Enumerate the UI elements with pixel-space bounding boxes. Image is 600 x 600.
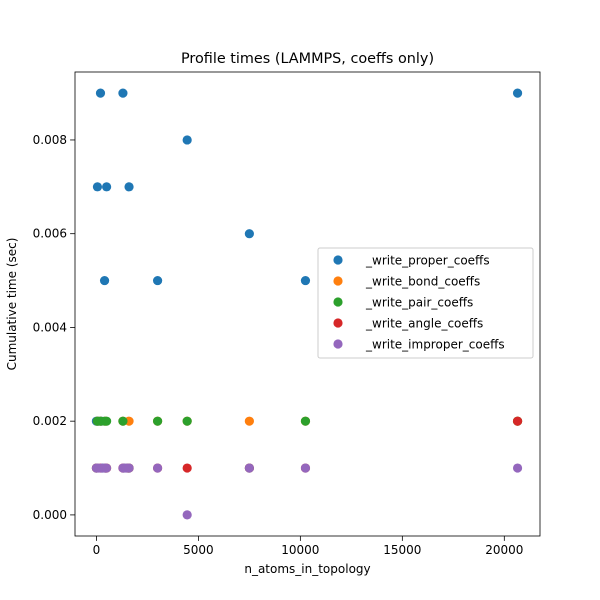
legend-label: _write_bond_coeffs — [365, 275, 480, 289]
scatter-point — [152, 416, 163, 426]
legend-marker — [333, 255, 343, 265]
scatter-point — [102, 182, 112, 192]
points-layer — [91, 88, 523, 520]
scatter-point — [102, 416, 112, 426]
scatter-point — [118, 88, 128, 98]
scatter-point — [244, 229, 254, 239]
scatter-point — [300, 416, 311, 426]
y-tick-label: 0.004 — [33, 320, 67, 334]
scatter-point — [512, 88, 523, 98]
y-tick-label: 0.006 — [33, 227, 67, 241]
legend-marker — [333, 276, 343, 286]
legend-entries: _write_proper_coeffs _write_bond_coeffs _w… — [333, 254, 505, 352]
y-tick-label: 0.002 — [33, 414, 67, 428]
legend-label: _write_improper_coeffs — [365, 338, 505, 352]
x-tick-label: 10000 — [281, 543, 319, 557]
x-tick-label: 15000 — [383, 543, 421, 557]
scatter-point — [152, 463, 163, 473]
scatter-point — [182, 463, 192, 473]
scatter-point — [244, 463, 254, 473]
scatter-point — [512, 416, 523, 426]
legend-marker — [333, 339, 343, 349]
legend-label: _write_angle_coeffs — [365, 317, 483, 331]
scatter-point — [182, 416, 192, 426]
legend-marker — [333, 318, 343, 328]
legend: _write_proper_coeffs _write_bond_coeffs _w… — [317, 247, 534, 359]
plot-frame — [74, 71, 541, 537]
legend-marker — [333, 297, 343, 307]
scatter-point — [95, 88, 106, 98]
scatter-point — [182, 510, 192, 520]
scatter-point — [182, 135, 192, 145]
x-axis-label: n_atoms_in_topology — [244, 562, 370, 576]
scatter-point — [512, 463, 523, 473]
scatter-point — [124, 463, 134, 473]
x-tick-label: 0 — [93, 543, 101, 557]
y-tick-label: 0.000 — [33, 508, 67, 522]
legend-label: _write_pair_coeffs — [365, 296, 473, 310]
legend-label: _write_proper_coeffs — [365, 254, 490, 268]
y-tick-label: 0.008 — [33, 133, 67, 147]
legend-frame — [317, 247, 534, 359]
scatter-point — [118, 416, 128, 426]
y-axis-label: Cumulative time (sec) — [5, 238, 19, 371]
scatter-point — [244, 416, 254, 426]
ticks-layer: 0 5000 10000 15000 20000 0.000 0.002 0.004 0.006… — [33, 133, 524, 557]
scatter-point — [300, 463, 311, 473]
chart-title: Profile times (LAMMPS, coeffs only) — [181, 51, 434, 67]
scatter-point — [124, 182, 134, 192]
scatter-point — [102, 463, 112, 473]
scatter-point — [99, 275, 110, 286]
scatter-point — [300, 275, 311, 286]
scatter-point — [152, 275, 163, 286]
x-tick-label: 20000 — [485, 543, 523, 557]
x-tick-label: 5000 — [183, 543, 214, 557]
scatter-point — [92, 182, 103, 192]
